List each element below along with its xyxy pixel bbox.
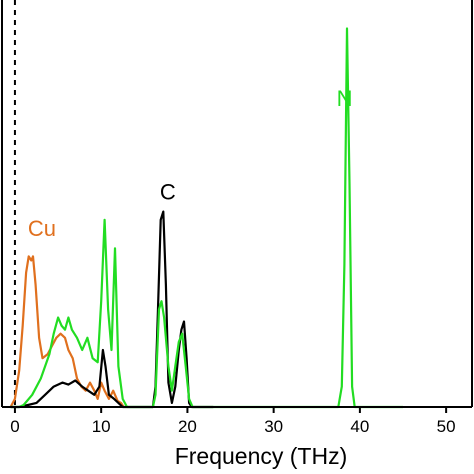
series-line-cu	[9, 255, 125, 408]
x-tick-label: 50	[437, 417, 456, 436]
x-tick-label: 20	[178, 417, 197, 436]
x-tick-label: 30	[264, 417, 283, 436]
x-tick-label: 0	[10, 417, 19, 436]
x-tick-label: 40	[350, 417, 369, 436]
annotations-group: Cu C N	[28, 86, 353, 241]
series-annotation-n: N	[337, 86, 353, 111]
x-axis: 0 10 20 30 40 50	[2, 406, 472, 436]
series-annotation-cu: Cu	[28, 216, 56, 241]
x-tick-label: 10	[92, 417, 111, 436]
plot-area	[1, 0, 473, 407]
series-annotation-c: C	[160, 179, 176, 204]
x-axis-label: Frequency (THz)	[175, 443, 348, 469]
